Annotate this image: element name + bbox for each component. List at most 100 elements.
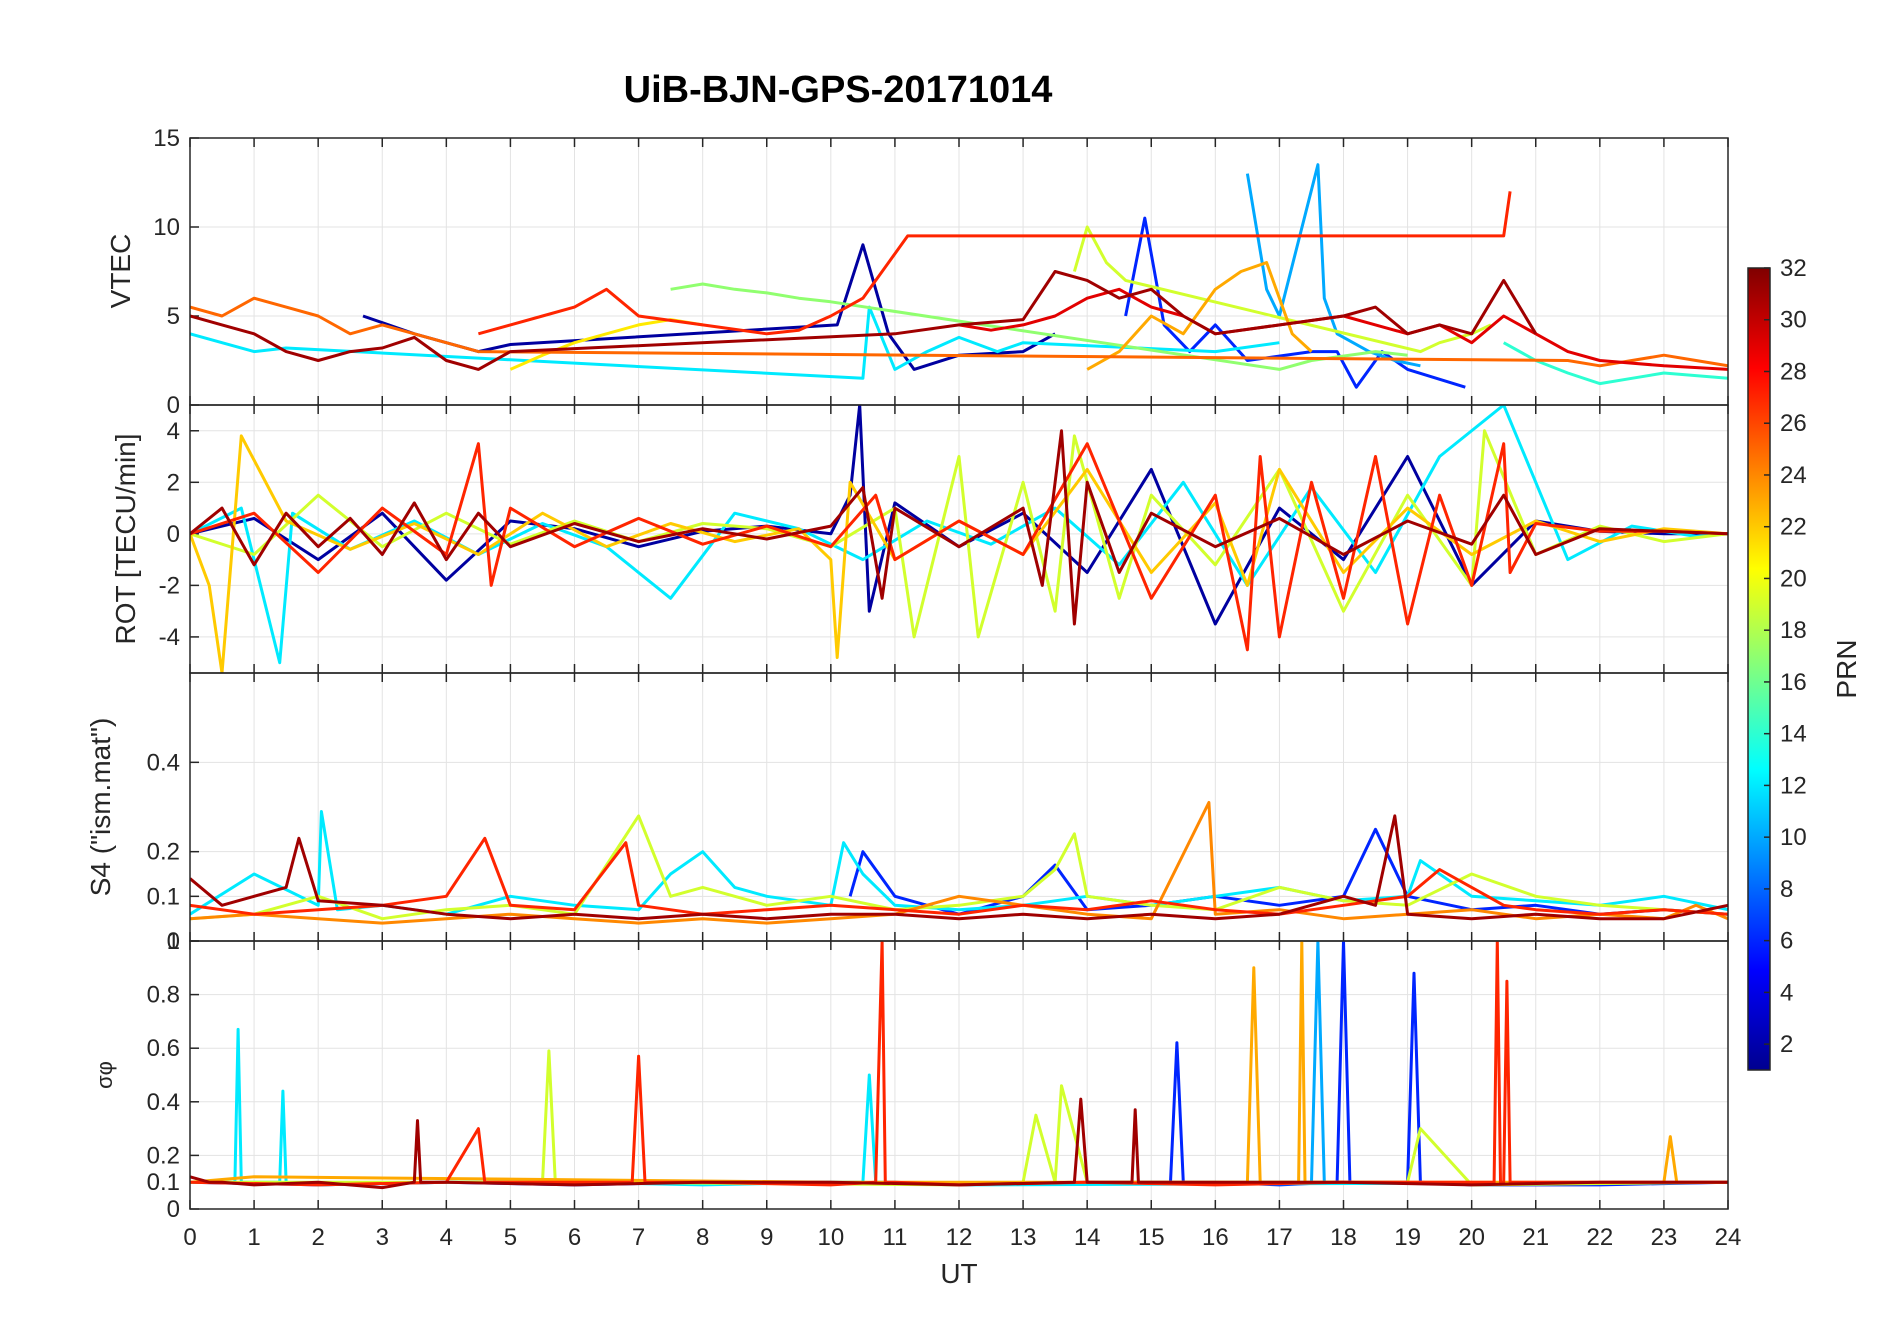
x-tick-label: 0 (183, 1224, 196, 1251)
x-tick-label: 15 (1138, 1224, 1165, 1251)
colorbar-label: PRN (1831, 639, 1862, 698)
y-tick-label: -2 (159, 572, 180, 599)
panel-vtec: 0 5 10 15 VTEC (105, 125, 1729, 419)
series-prn-10 (1245, 163, 1421, 368)
colorbar-tick-label: 18 (1780, 617, 1807, 644)
colorbar-tick-label: 10 (1780, 824, 1807, 851)
colorbar-tick-label: 32 (1780, 255, 1807, 282)
y-tick-label: 0.8 (147, 982, 180, 1009)
series-prn-17 (670, 282, 1408, 371)
colorbar-tick-label: 16 (1780, 669, 1807, 696)
y-tick-label: 0 (167, 521, 180, 548)
colorbar-tick-label: 6 (1780, 928, 1793, 955)
x-tick-label: 21 (1522, 1224, 1549, 1251)
x-tick-label: 5 (504, 1224, 517, 1251)
y-tick-label: 0 (167, 928, 180, 955)
x-axis-label: UT (940, 1258, 977, 1289)
y-tick-label: 2 (167, 469, 180, 496)
y-tick-label: 1 (167, 928, 180, 955)
series-prn-31 (190, 429, 1728, 626)
x-tick-label: 8 (696, 1224, 709, 1251)
series-prn-27 (477, 191, 1512, 336)
colorbar-tick-label: 14 (1780, 721, 1807, 748)
y-axis-label-s4: S4 ("ism.mat") (85, 718, 116, 897)
x-tick-label: 7 (632, 1224, 645, 1251)
y-tick-label: -4 (159, 624, 180, 651)
x-tick-label: 3 (376, 1224, 389, 1251)
series-prn-31 (190, 814, 1728, 921)
series-prn-2 (362, 243, 1056, 371)
series-prn-19 (1072, 225, 1492, 354)
x-tick-label: 2 (311, 1224, 324, 1251)
x-axis: 0 1 2 3 4 5 6 7 8 9 10 11 12 13 14 15 16 17 18 19 20 21 22 23 24 (183, 1224, 1741, 1251)
y-tick-label: 0.4 (147, 749, 180, 776)
panel-rot: -4 -2 0 2 4 ROT [TECU/min] (110, 404, 1729, 674)
y-tick-label: 0 (167, 1196, 180, 1223)
y-tick-label: 0.6 (147, 1035, 180, 1062)
y-axis-label-vtec: VTEC (105, 234, 136, 309)
x-tick-label: 16 (1202, 1224, 1229, 1251)
x-tick-label: 13 (1010, 1224, 1037, 1251)
y-tick-label: 0 (167, 392, 180, 419)
y-tick-label: 0.2 (147, 1142, 180, 1169)
series-prn-12 (190, 305, 1280, 380)
series-prn-23 (1086, 261, 1313, 371)
series-prn-2 (190, 405, 1728, 626)
colorbar-tick-label: 22 (1780, 514, 1807, 541)
x-tick-label: 17 (1266, 1224, 1293, 1251)
series-prn-27 (190, 442, 1728, 652)
colorbar-tick-label: 12 (1780, 772, 1807, 799)
x-tick-label: 22 (1586, 1224, 1613, 1251)
series-group (190, 405, 1728, 673)
series-prn-31 (190, 1097, 1728, 1190)
x-tick-label: 4 (440, 1224, 453, 1251)
colorbar-tick-label: 4 (1780, 979, 1793, 1006)
series-prn-6 (848, 827, 1728, 916)
y-tick-label: 0.4 (147, 1089, 180, 1116)
series-prn-31 (190, 270, 1538, 371)
x-tick-label: 24 (1715, 1224, 1742, 1251)
y-axis-label-rot: ROT [TECU/min] (110, 433, 141, 644)
x-tick-label: 1 (247, 1224, 260, 1251)
y-axis-label-sigma: σφ (92, 1061, 117, 1089)
series-prn-10 (1247, 941, 1344, 1184)
x-tick-label: 6 (568, 1224, 581, 1251)
x-tick-label: 10 (817, 1224, 844, 1251)
series-group (190, 941, 1728, 1190)
x-tick-label: 20 (1458, 1224, 1485, 1251)
y-tick-label: 10 (153, 214, 180, 241)
y-tick-label: 0.1 (147, 1169, 180, 1196)
chart-title: UiB-BJN-GPS-20171014 (624, 69, 1053, 111)
x-tick-label: 14 (1074, 1224, 1101, 1251)
series-prn-19 (190, 1049, 1728, 1187)
colorbar-tick-label: 8 (1780, 876, 1793, 903)
y-tick-label: 15 (153, 125, 180, 152)
colorbar-tick-label: 24 (1780, 462, 1807, 489)
y-tick-label: 0.1 (147, 883, 180, 910)
x-tick-label: 9 (760, 1224, 773, 1251)
x-tick-label: 19 (1394, 1224, 1421, 1251)
y-tick-label: 4 (167, 418, 180, 445)
y-tick-label: 0.2 (147, 839, 180, 866)
colorbar-tick-label: 28 (1780, 358, 1807, 385)
colorbar-tick-label: 20 (1780, 565, 1807, 592)
series-prn-25 (190, 296, 1728, 368)
x-tick-label: 18 (1330, 1224, 1357, 1251)
y-tick-label: 5 (167, 303, 180, 330)
series-prn-22 (190, 434, 1728, 673)
panel-frame (189, 940, 1729, 1210)
colorbar-tick-label: 26 (1780, 410, 1807, 437)
x-tick-label: 12 (946, 1224, 973, 1251)
panel-s4: 0 0.1 0.2 0.4 S4 ("ism.mat") (85, 672, 1729, 955)
colorbar-gradient (1747, 267, 1771, 1071)
series-prn-29 (958, 287, 1728, 371)
series-prn-27 (190, 836, 1728, 916)
colorbar-tick-label: 30 (1780, 307, 1807, 334)
x-tick-label: 11 (882, 1224, 907, 1251)
series-group (190, 801, 1728, 925)
series-prn-6 (1124, 216, 1466, 389)
